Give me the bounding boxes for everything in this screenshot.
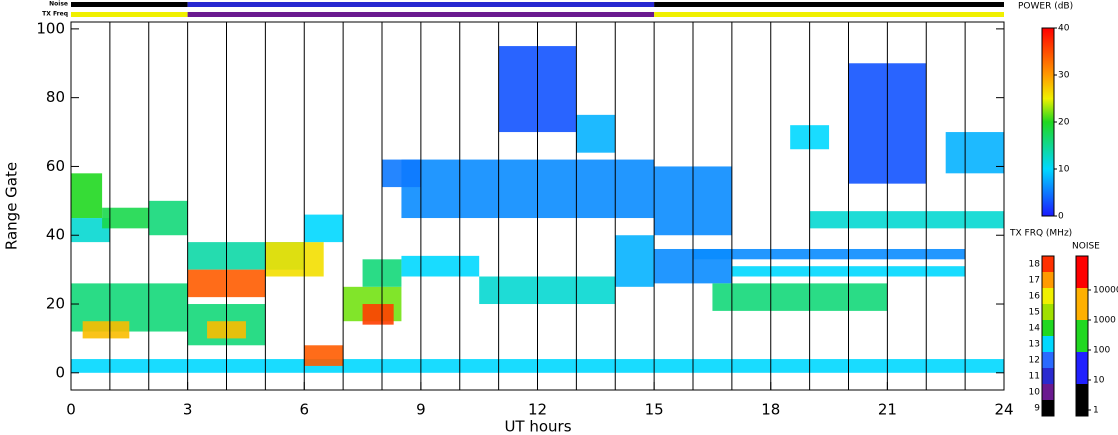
heat-cell [693,248,966,260]
freq-band [1042,352,1054,368]
y-tick-label: 100 [36,19,65,37]
noise-band [1076,352,1088,384]
freq-band [1042,320,1054,336]
x-axis-label: UT hours [504,418,571,435]
heat-cell [712,283,888,311]
heat-cell [576,114,616,153]
y-tick-label: 0 [55,363,65,381]
power-tick-label: 0 [1058,212,1064,222]
heat-cell [148,200,188,236]
power-tick-label: 30 [1058,71,1070,81]
freq-tick-label: 12 [1029,356,1040,366]
freq-bar-segment [187,12,655,17]
y-tick-label: 80 [46,88,65,106]
heat-cell [82,321,130,339]
x-tick-label: 3 [183,401,193,419]
noise-band [1076,384,1088,416]
freq-tick-label: 17 [1029,276,1040,286]
heat-cell [304,345,344,366]
power-scale-label: POWER (dB) [1018,2,1073,12]
freq-band [1042,400,1054,416]
noise-scale-label: NOISE [1072,242,1100,252]
heat-cell [945,132,1004,174]
noise-bar-segment [71,2,188,7]
heat-cell [102,207,149,229]
freq-tick-label: 11 [1029,372,1040,382]
freq-tick-label: 15 [1029,308,1040,318]
x-tick-label: 15 [645,401,664,419]
power-tick-label: 40 [1058,24,1070,34]
heat-cell [71,173,103,219]
freq-tick-label: 14 [1029,324,1041,334]
noise-colorbar-frame [1075,255,1089,417]
freq-band [1042,368,1054,384]
freq-tick-label: 13 [1029,340,1040,350]
freq-band [1042,272,1054,288]
freq-band [1042,304,1054,320]
heat-cell [615,235,655,287]
freq-band [1042,288,1054,304]
heat-cell [304,214,344,243]
freq-band [1042,384,1054,400]
freq-tick-label: 16 [1029,292,1041,302]
freq-band [1042,336,1054,352]
x-tick-label: 21 [878,401,897,419]
freq-scale-label: TX FRQ (MHz) [1009,229,1072,239]
freq-band [1042,256,1054,272]
y-axis-label: Range Gate [3,162,21,250]
power-colorbar [1041,27,1055,217]
freq-tick-label: 9 [1034,404,1040,414]
heat-cell [479,276,616,305]
freq-tick-label: 18 [1029,260,1041,270]
x-tick-label: 6 [299,401,309,419]
x-tick-label: 0 [66,401,76,419]
heat-cell [382,159,421,188]
noise-tick-label: 100 [1093,346,1110,356]
heat-cell [362,304,394,325]
power-tick-label: 10 [1058,165,1070,175]
power-tick-label: 20 [1058,118,1070,128]
noise-band [1076,288,1088,320]
noise-bar-label: Noise [49,1,68,8]
freq-bar-segment [654,12,1004,17]
heat-cell [401,159,655,219]
heat-cell [809,211,1004,229]
freq-bar-label: TX Freq [42,11,68,18]
noise-tick-label: 1 [1093,406,1099,416]
noise-band [1076,320,1088,352]
noise-tick-label: 1000 [1093,316,1116,326]
noise-tick-label: 10000 [1093,286,1118,296]
x-tick-label: 18 [761,401,780,419]
noise-band [1076,256,1088,288]
x-tick-label: 12 [528,401,547,419]
freq-colorbar-frame [1041,255,1055,417]
noise-bar-segment [187,2,655,7]
y-tick-label: 20 [46,295,65,313]
y-tick-label: 60 [46,157,65,175]
x-tick-label: 9 [416,401,426,419]
noise-tick-label: 10 [1093,376,1105,386]
y-tick-label: 40 [46,226,65,244]
freq-tick-label: 10 [1029,388,1041,398]
noise-bar-segment [654,2,1004,7]
x-tick-label: 24 [994,401,1013,419]
heat-cell [401,255,480,277]
freq-bar-segment [71,12,188,17]
heat-cell [265,242,324,277]
